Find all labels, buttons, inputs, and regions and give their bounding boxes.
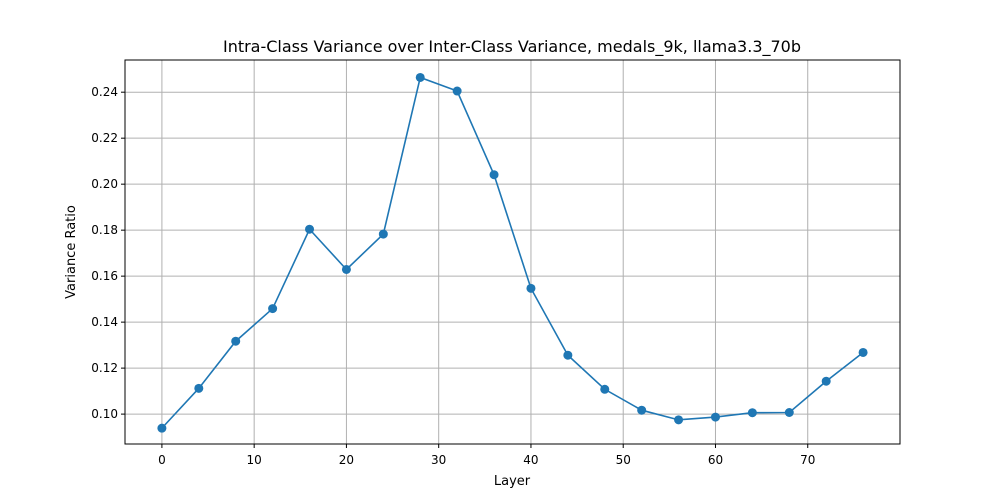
plot-frame — [124, 59, 901, 445]
data-point — [710, 412, 720, 422]
y-tick-label: 0.22 — [91, 131, 118, 145]
x-axis-label: Layer — [494, 474, 531, 489]
y-axis-label: Variance Ratio — [64, 205, 79, 299]
x-tick-label: 40 — [523, 453, 538, 467]
y-tick-label: 0.14 — [91, 315, 118, 329]
x-tick-label: 20 — [339, 453, 354, 467]
y-tick-label: 0.18 — [91, 223, 118, 237]
data-point — [747, 408, 757, 418]
data-point — [231, 336, 241, 346]
data-point — [674, 415, 684, 425]
data-point — [784, 407, 794, 417]
data-point — [858, 347, 868, 357]
grid — [125, 60, 900, 444]
y-tick-label: 0.12 — [91, 361, 118, 375]
data-point — [378, 229, 388, 239]
data-point — [563, 350, 573, 360]
data-point — [305, 224, 315, 234]
data-point — [637, 405, 647, 415]
data-point — [268, 304, 278, 314]
y-tick-label: 0.20 — [91, 177, 118, 191]
data-point — [821, 376, 831, 386]
x-tick-label: 60 — [708, 453, 723, 467]
series-line — [161, 76, 864, 429]
x-tick-label: 30 — [431, 453, 446, 467]
axis-ticks: 0 10 20 30 40 50 60 70 0.10 0.12 0.14 0.16 0.18 0.20 0… — [91, 85, 815, 467]
y-tick-label: 0.16 — [91, 269, 118, 283]
data-point — [526, 283, 536, 293]
y-tick-label: 0.24 — [91, 85, 118, 99]
x-tick-label: 50 — [616, 453, 631, 467]
data-point — [194, 383, 204, 393]
data-point — [157, 423, 167, 433]
data-point — [341, 264, 351, 274]
y-tick-label: 0.10 — [91, 407, 118, 421]
data-point — [415, 72, 425, 82]
series — [157, 72, 868, 433]
x-tick-label: 0 — [158, 453, 166, 467]
chart-title: Intra-Class Variance over Inter-Class Va… — [223, 37, 801, 57]
x-tick-label: 70 — [800, 453, 815, 467]
data-point — [489, 170, 499, 180]
data-point — [600, 384, 610, 394]
data-point — [452, 86, 462, 96]
x-tick-label: 10 — [247, 453, 262, 467]
